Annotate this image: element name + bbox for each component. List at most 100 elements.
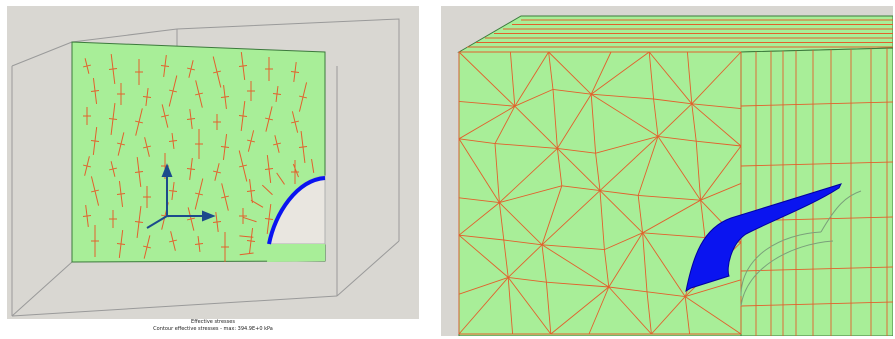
mesh-edge: [503, 239, 509, 278]
mesh-edge: [541, 190, 601, 246]
stress-cross: [116, 132, 126, 156]
mesh-edge: [557, 93, 592, 149]
mesh-edge: [507, 244, 543, 278]
stress-cross: [82, 58, 92, 74]
mesh-edge: [548, 51, 554, 90]
caption-title: Effective stresses: [191, 319, 235, 325]
mesh-edge: [498, 202, 505, 241]
axis-triad-icon: [146, 163, 216, 229]
mesh-edge: [514, 88, 554, 107]
mesh-edge: [595, 135, 659, 154]
stress-cross: [186, 158, 196, 180]
mesh-edge: [514, 51, 549, 107]
stress-cross: [276, 172, 285, 185]
mesh-edge: [684, 296, 742, 335]
stress-cross: [160, 104, 170, 128]
mesh-edge: [740, 161, 893, 167]
mesh-edge: [561, 185, 601, 192]
stress-cross: [265, 57, 273, 81]
stress-cross: [143, 186, 151, 208]
stress-cross: [194, 235, 204, 253]
stress-cross: [311, 158, 315, 173]
stress-cross: [109, 210, 117, 228]
mesh-edge: [503, 239, 543, 246]
mesh-edge: [458, 202, 500, 236]
mesh-edge: [514, 105, 558, 149]
mesh-edge: [657, 136, 701, 201]
mesh-edge: [657, 135, 697, 142]
stress-cross: [220, 85, 230, 109]
mesh-edge: [685, 279, 742, 298]
stress-cross: [82, 156, 92, 176]
stress-cross: [82, 205, 92, 227]
mesh-edge: [545, 282, 552, 335]
stress-cross: [142, 88, 152, 106]
mesh-block-view: [457, 15, 893, 336]
mesh-edge: [657, 103, 693, 137]
mesh-edge: [458, 234, 509, 278]
stress-cross: [292, 163, 299, 178]
stress-cross: [116, 230, 126, 258]
stress-cross: [168, 231, 178, 251]
stress-cross: [290, 111, 300, 133]
mesh-edge: [599, 190, 643, 234]
mesh-edge: [740, 301, 893, 307]
mesh-edge: [507, 277, 514, 335]
bottom-slab-face: [267, 244, 325, 262]
stress-cross: [194, 80, 204, 108]
stress-cross: [142, 137, 152, 157]
mesh-edge: [557, 148, 601, 191]
mesh-edge: [603, 249, 610, 288]
stress-cross: [239, 208, 247, 224]
mesh-edge: [541, 244, 605, 251]
mesh-edge: [653, 98, 659, 137]
mesh-edge: [691, 103, 742, 110]
stress-cross: [298, 82, 308, 112]
mesh-edge: [458, 277, 509, 335]
mesh-edge: [509, 51, 516, 107]
tunnel-lining-surface: [685, 183, 842, 293]
mesh-edge: [695, 141, 702, 201]
stress-cross: [134, 206, 144, 238]
caption-bar: [7, 319, 419, 336]
mesh-edge: [458, 197, 500, 204]
mesh-edge: [608, 232, 643, 288]
mesh-edge: [700, 200, 706, 238]
mesh-edge: [637, 195, 644, 233]
mesh-edge: [507, 277, 552, 335]
stress-cross: [134, 157, 144, 187]
mesh-edge: [546, 281, 609, 288]
mesh-edge: [642, 232, 686, 297]
mesh-edge: [642, 232, 706, 239]
mesh-edge: [646, 291, 652, 335]
stress-cross: [243, 216, 257, 223]
mesh-edge: [642, 232, 648, 292]
mesh-edge: [691, 103, 697, 142]
stress-cross: [186, 109, 196, 129]
stress-cross: [160, 55, 170, 77]
stress-cross: [250, 199, 264, 208]
stress-cross: [264, 204, 274, 234]
stress-cross: [238, 52, 248, 80]
mesh-edge: [590, 93, 659, 137]
mesh-edge: [590, 94, 597, 154]
mesh-edge: [590, 51, 612, 95]
stress-cross: [195, 129, 203, 159]
stress-cross: [261, 184, 273, 196]
mesh-edge: [700, 145, 742, 201]
mesh-edge: [548, 51, 592, 95]
mesh-edge: [684, 296, 691, 335]
stress-cross: [83, 107, 91, 125]
left-figure-panel: Effective stresses Contour effective str…: [7, 6, 419, 336]
stress-cross: [90, 78, 100, 104]
mesh-edge: [458, 100, 515, 107]
mesh-edge: [653, 98, 692, 105]
stress-cross: [220, 183, 230, 211]
mesh-edge: [499, 202, 543, 246]
stress-cross: [238, 150, 248, 182]
mesh-edge: [541, 244, 610, 288]
right-figure-panel: [441, 6, 893, 336]
caption-subtitle: Contour effective stresses - max: 394.9E…: [153, 326, 273, 332]
stress-cross: [212, 56, 222, 88]
mesh-edge: [648, 51, 655, 100]
